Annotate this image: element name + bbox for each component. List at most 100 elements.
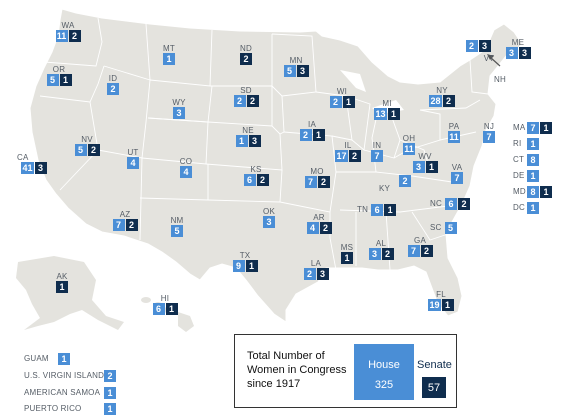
house-count: 3 <box>263 216 275 228</box>
legend-senate-swatch: 57 <box>422 377 446 398</box>
house-count: 2 <box>233 95 246 107</box>
house-count: 3 <box>173 107 185 119</box>
ne-row-de: DE 1 <box>513 170 539 182</box>
state-abbr: OK <box>263 207 275 216</box>
state-abbr: LA <box>310 259 322 268</box>
state-abbr: IL <box>344 141 352 150</box>
senate-count: 2 <box>457 198 470 210</box>
house-count: 2 <box>299 129 312 141</box>
house-count: 6 <box>152 303 165 315</box>
senate-count: 1 <box>540 186 552 198</box>
senate-count: 2 <box>68 30 81 42</box>
ne-row-ri: RI 1 <box>513 138 539 150</box>
house-count: 2 <box>329 96 342 108</box>
ne-row-dc: DC 1 <box>513 202 539 214</box>
state-abbr: ME <box>511 38 525 47</box>
state-nd: ND 2 <box>226 44 266 65</box>
senate-count: 1 <box>342 96 355 108</box>
legend-house-total: 325 <box>374 379 394 391</box>
house-count: 5 <box>171 225 183 237</box>
senate-count: 3 <box>478 40 491 52</box>
state-nj: NJ 7 <box>469 122 509 143</box>
senate-count: 1 <box>387 108 400 120</box>
great-lakes-shape <box>340 70 404 114</box>
house-count: 5 <box>74 144 87 156</box>
us-mainland-shape <box>29 8 523 323</box>
senate-count: 2 <box>256 174 269 186</box>
state-mt: MT 1 <box>149 44 189 65</box>
state-abbr: OH <box>402 134 416 143</box>
house-count: 3 <box>412 161 425 173</box>
state-tn: TN 6 1 <box>357 204 397 216</box>
legend-senate: Senate 57 <box>417 359 452 400</box>
senate-count: 2 <box>442 95 455 107</box>
state-va: VA 7 <box>437 163 477 184</box>
territory-virgin-islands: U.S. VIRGIN ISLANDS 2 <box>24 370 116 382</box>
house-count: 7 <box>371 150 383 162</box>
senate-count: 2 <box>319 222 332 234</box>
senate-count: 1 <box>59 74 72 86</box>
state-abbr: IN <box>372 141 382 150</box>
state-fl: FL 19 1 <box>421 290 461 311</box>
house-count: 11 <box>403 143 415 155</box>
senate-count: 3 <box>248 135 261 147</box>
state-abbr: IA <box>308 120 316 129</box>
state-abbr: AZ <box>119 210 131 219</box>
senate-count: 2 <box>246 95 259 107</box>
state-abbr: OR <box>52 65 66 74</box>
house-count: 1 <box>104 387 116 399</box>
state-abbr: GA <box>414 236 426 245</box>
house-count: 2 <box>399 175 411 187</box>
house-count: 4 <box>180 166 192 178</box>
state-abbr: NC <box>430 199 442 208</box>
state-abbr: CO <box>179 157 193 166</box>
house-count: 6 <box>444 198 457 210</box>
senate-count: 2 <box>87 144 100 156</box>
ne-row-ct: CT 8 <box>513 154 539 166</box>
state-abbr: MN <box>289 56 303 65</box>
legend-house-label: House <box>368 359 400 371</box>
house-count: 6 <box>371 204 384 216</box>
state-abbr: SD <box>240 86 252 95</box>
house-count: 11 <box>55 30 68 42</box>
house-count: 2 <box>107 83 119 95</box>
state-co: CO 4 <box>166 157 206 178</box>
senate-count: 2 <box>317 176 330 188</box>
state-abbr: MO <box>310 167 324 176</box>
state-abbr: NE <box>242 126 254 135</box>
state-abbr: TN <box>357 205 369 214</box>
house-count: 41 <box>21 162 34 174</box>
state-abbr: WV <box>418 152 432 161</box>
state-mi: MI 13 1 <box>367 99 407 120</box>
house-count: 2 <box>104 370 116 382</box>
house-count: 1 <box>235 135 248 147</box>
house-count: 2 <box>465 40 478 52</box>
state-abbr: NJ <box>483 122 495 131</box>
house-count: 1 <box>527 138 539 150</box>
senate-count: 1 <box>540 122 552 134</box>
state-abbr: SC <box>430 223 442 232</box>
house-count: 19 <box>428 299 441 311</box>
legend-title: Total Number of Women in Congress since … <box>247 350 347 390</box>
senate-count: 3 <box>34 162 47 174</box>
house-count: 5 <box>46 74 59 86</box>
house-count: 6 <box>243 174 256 186</box>
senate-count: 3 <box>518 47 531 59</box>
house-count: 17 <box>335 150 348 162</box>
senate-count: 2 <box>125 219 138 231</box>
state-ms: MS 1 <box>327 243 367 264</box>
house-count: 7 <box>304 176 317 188</box>
senate-count: 2 <box>348 150 361 162</box>
house-count: 1 <box>163 53 175 65</box>
house-count: 8 <box>527 154 539 166</box>
state-abbr: VA <box>451 163 463 172</box>
